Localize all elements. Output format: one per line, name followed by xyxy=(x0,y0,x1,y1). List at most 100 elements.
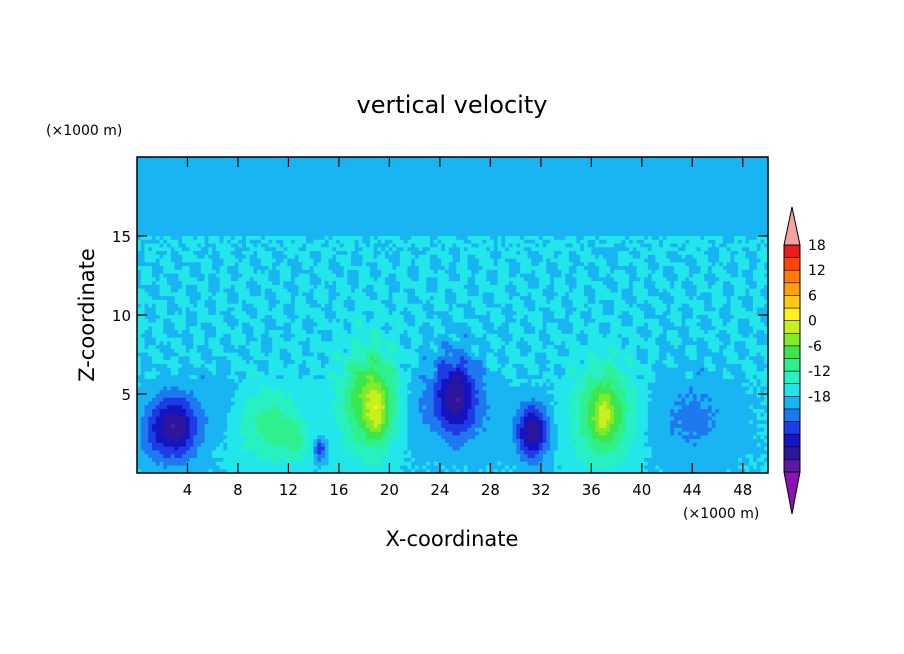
field-cell xyxy=(283,160,288,166)
field-cell xyxy=(317,220,322,226)
field-cell xyxy=(719,160,724,166)
field-cell xyxy=(302,220,307,226)
field-cell xyxy=(441,172,446,177)
field-cell xyxy=(426,157,431,162)
field-cell xyxy=(662,157,668,162)
field-cell xyxy=(587,160,593,166)
field-cell xyxy=(704,172,709,177)
field-cell xyxy=(617,187,623,192)
field-cell xyxy=(550,220,555,226)
field-cell xyxy=(719,258,724,263)
field-cell xyxy=(212,183,217,188)
field-cell xyxy=(760,239,765,245)
field-cell xyxy=(523,236,529,241)
field-cell xyxy=(651,251,656,256)
field-cell xyxy=(313,190,318,196)
field-cell xyxy=(625,224,630,230)
field-cell xyxy=(644,183,649,188)
field-cell xyxy=(388,228,394,233)
field-cell xyxy=(460,224,465,230)
field-cell xyxy=(249,187,255,192)
field-cell xyxy=(411,266,416,271)
field-cell xyxy=(347,224,352,230)
field-cell xyxy=(339,187,345,192)
field-cell xyxy=(467,232,472,237)
field-cell xyxy=(433,194,439,199)
field-cell xyxy=(245,168,251,173)
field-cell xyxy=(392,194,397,199)
field-cell xyxy=(418,232,424,237)
field-cell xyxy=(317,209,322,215)
field-cell xyxy=(760,175,765,181)
field-cell xyxy=(272,213,277,218)
field-cell xyxy=(339,175,345,181)
field-cell xyxy=(328,251,333,256)
field-cell xyxy=(152,213,157,218)
field-cell xyxy=(700,224,705,230)
field-cell xyxy=(369,262,375,267)
field-cell xyxy=(644,209,649,215)
field-cell xyxy=(302,209,307,215)
field-cell xyxy=(542,209,547,215)
field-cell xyxy=(332,239,337,245)
field-cell xyxy=(760,202,765,207)
field-cell xyxy=(418,209,424,215)
field-cell xyxy=(422,172,427,177)
field-cell xyxy=(324,224,330,230)
field-cell xyxy=(137,194,142,199)
field-cell xyxy=(373,205,378,211)
field-cell xyxy=(644,175,649,181)
field-cell xyxy=(677,262,683,267)
field-cell xyxy=(598,251,604,256)
field-cell xyxy=(403,254,409,260)
field-cell xyxy=(388,160,394,166)
field-cell xyxy=(200,262,206,267)
field-cell xyxy=(399,239,405,245)
field-cell xyxy=(392,209,397,215)
field-cell xyxy=(460,247,465,252)
field-cell xyxy=(418,247,424,252)
field-cell xyxy=(275,198,281,203)
field-cell xyxy=(681,224,686,230)
field-cell xyxy=(655,217,660,222)
field-cell xyxy=(512,228,517,233)
field-cell xyxy=(471,194,476,199)
field-cell xyxy=(460,239,465,245)
field-cell xyxy=(343,175,348,181)
field-cell xyxy=(200,194,206,199)
field-cell xyxy=(655,190,660,196)
field-cell xyxy=(614,190,619,196)
field-cell xyxy=(490,187,495,192)
field-cell xyxy=(538,236,544,241)
field-cell xyxy=(260,220,266,226)
field-cell xyxy=(388,258,394,263)
field-cell xyxy=(163,251,168,256)
field-cell xyxy=(362,209,367,215)
field-cell xyxy=(715,243,720,248)
field-cell xyxy=(369,247,375,252)
field-cell xyxy=(426,172,431,177)
field-cell xyxy=(508,164,514,169)
field-cell xyxy=(662,202,668,207)
field-cell xyxy=(587,258,593,263)
field-cell xyxy=(212,251,217,256)
field-cell xyxy=(328,172,333,177)
field-cell xyxy=(568,183,574,188)
field-cell xyxy=(508,209,514,215)
field-cell xyxy=(204,187,209,192)
field-cell xyxy=(208,209,213,215)
field-cell xyxy=(429,183,435,188)
field-cell xyxy=(497,194,502,199)
field-cell xyxy=(283,224,288,230)
field-cell xyxy=(298,187,303,192)
field-cell xyxy=(531,179,536,184)
field-cell xyxy=(460,209,465,215)
field-cell xyxy=(572,205,578,211)
field-cell xyxy=(644,168,649,173)
field-cell xyxy=(542,187,547,192)
field-cell xyxy=(707,217,713,222)
field-cell xyxy=(354,236,360,241)
field-cell xyxy=(396,183,401,188)
field-cell xyxy=(734,262,739,267)
field-cell xyxy=(332,183,337,188)
